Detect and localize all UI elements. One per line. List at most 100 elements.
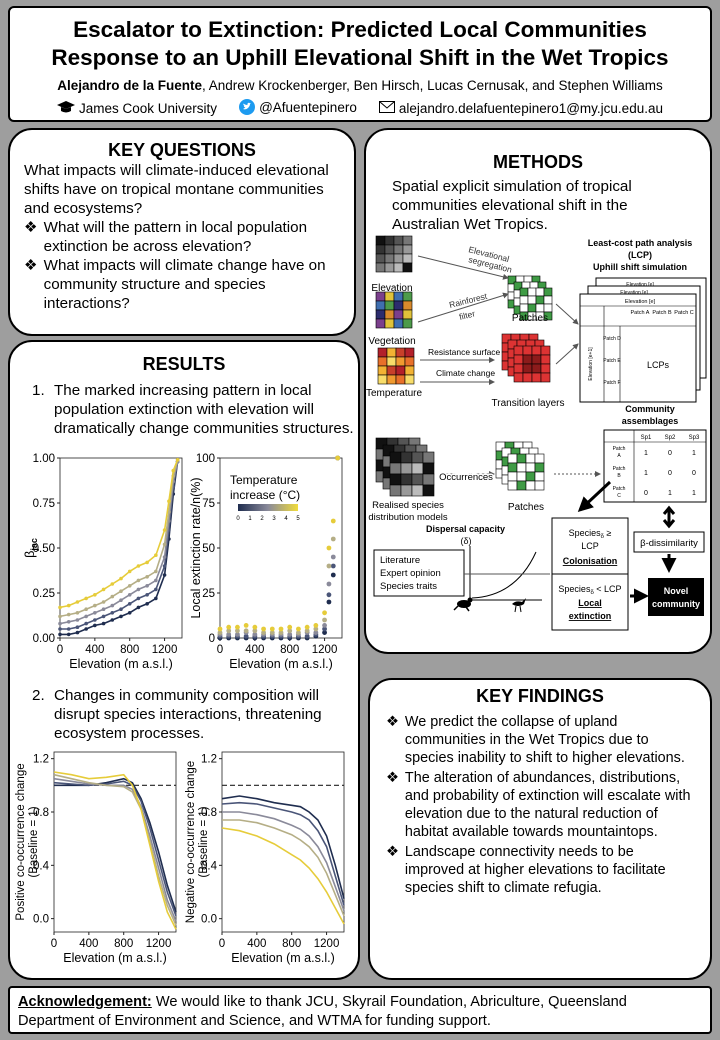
raster-cell	[535, 287, 545, 297]
x-tick-label: 400	[79, 938, 98, 950]
rainforest-label-2: filter	[458, 308, 476, 322]
acknowledgement-text: We would like to thank JCU, Skyrail Foun…	[18, 994, 627, 1029]
data-point	[145, 584, 149, 588]
question-bullet: ❖ What will the pattern in local populati…	[24, 218, 340, 256]
data-point	[322, 626, 327, 632]
data-point	[75, 611, 80, 615]
raster-cell	[389, 462, 402, 475]
raster-cell	[386, 356, 397, 367]
y-tick-label: 1.00	[33, 453, 55, 465]
matrix-value: 1	[692, 450, 696, 457]
data-point	[84, 596, 88, 601]
x-tick-label: 800	[282, 938, 301, 950]
x-tick-label: 800	[114, 938, 133, 950]
species-distribution-grid	[389, 451, 435, 497]
finding-text: Landscape connectivity needs to be impro…	[404, 844, 666, 896]
raster-cell	[384, 309, 395, 320]
raster-cell	[375, 309, 386, 320]
colonisation-lcp: LCP	[581, 541, 599, 551]
raster-cell	[389, 451, 402, 464]
raster-cell	[375, 244, 386, 255]
contact-row: James Cook University @Afuentepinero ale…	[10, 99, 710, 118]
email-contact[interactable]: alejandro.delafuentepinero1@my.jcu.edu.a…	[378, 100, 663, 117]
y-axis-label: Local extinction rate/n(%)	[189, 477, 203, 618]
twitter-handle[interactable]: @Afuentepinero	[259, 100, 357, 116]
acknowledgement-bar: Acknowledgement: We would like to thank …	[8, 986, 712, 1034]
data-point	[335, 455, 341, 461]
colonisation-rule: Speciesδ ≥	[569, 528, 612, 540]
data-point	[119, 598, 123, 602]
y-tick-label: 0.0	[33, 914, 49, 926]
university-name: James Cook University	[79, 100, 218, 116]
raster-cell	[377, 374, 388, 385]
data-point	[278, 630, 284, 635]
raster-cell	[375, 235, 386, 246]
data-point	[322, 623, 327, 628]
data-point	[136, 605, 141, 610]
data-point	[136, 578, 141, 583]
realised-label-1: Realised species	[372, 500, 444, 511]
y-tick-label: 50	[202, 543, 215, 555]
series-line	[53, 773, 177, 926]
y-tick-label: 0.8	[33, 807, 49, 819]
raster-cell	[535, 303, 545, 313]
data-point	[226, 628, 232, 634]
data-point	[93, 593, 97, 597]
stack-label-elev-2: Elevation [e]	[620, 290, 648, 296]
occurrences-label: Occurrences	[439, 472, 493, 483]
data-point	[101, 621, 106, 626]
data-point	[154, 578, 158, 583]
twitter-contact[interactable]: @Afuentepinero	[239, 99, 357, 118]
data-point	[326, 563, 332, 569]
climate-change-label: Climate change	[436, 368, 495, 378]
data-point	[75, 625, 80, 629]
raster-cell	[400, 473, 413, 486]
raster-cell	[522, 363, 533, 374]
raster-cell	[422, 462, 435, 475]
data-point	[93, 618, 97, 622]
species-header: Sp1	[641, 435, 652, 441]
raster-cell	[404, 347, 415, 358]
methods-panel: METHODS Spatial explicit simulation of t…	[364, 128, 712, 654]
series-line	[60, 461, 179, 636]
raster-cell	[411, 473, 424, 486]
series-line	[222, 811, 345, 911]
data-point	[322, 630, 327, 635]
plot-area	[219, 457, 343, 639]
raster-cell	[411, 451, 424, 464]
raster-cell	[384, 253, 395, 264]
raster-cell	[527, 295, 537, 305]
data-point	[110, 582, 115, 586]
email-address[interactable]: alejandro.delafuentepinero1@my.jcu.edu.a…	[398, 100, 663, 116]
result-item-2: 2. Changes in community composition will…	[10, 686, 354, 743]
matrix-value: 0	[644, 490, 648, 497]
raster-cell	[525, 480, 536, 491]
data-point	[162, 555, 167, 559]
colorbar-tick: 5	[296, 516, 300, 522]
elev-e1-label: Elevation [e+1]	[588, 347, 594, 381]
x-tick-label: 800	[280, 644, 299, 656]
data-point	[75, 600, 80, 604]
raster-cell	[404, 365, 415, 376]
data-point	[313, 630, 319, 635]
vegetation-raster	[375, 291, 413, 329]
patch-row-label: Patch	[613, 486, 626, 492]
lead-author: Alejandro de la Fuente	[57, 78, 203, 93]
x-tick-label: 400	[85, 644, 104, 656]
data-point	[330, 536, 336, 542]
raster-cell	[513, 354, 524, 365]
y-tick-label: 0.75	[33, 498, 55, 510]
y-tick-label: 0.0	[201, 914, 217, 926]
data-point	[101, 607, 106, 611]
data-point	[119, 576, 123, 581]
raster-cell	[393, 300, 404, 311]
raster-cell	[393, 235, 404, 246]
community-novel-label: community	[652, 599, 700, 609]
lcp-title-2: (LCP)	[628, 250, 652, 260]
data-point	[235, 632, 240, 637]
y-tick-label: 0	[209, 633, 215, 645]
y-tick-label: 0.4	[201, 860, 218, 872]
diamond-bullet-icon: ❖	[386, 844, 399, 860]
data-point	[136, 587, 141, 592]
